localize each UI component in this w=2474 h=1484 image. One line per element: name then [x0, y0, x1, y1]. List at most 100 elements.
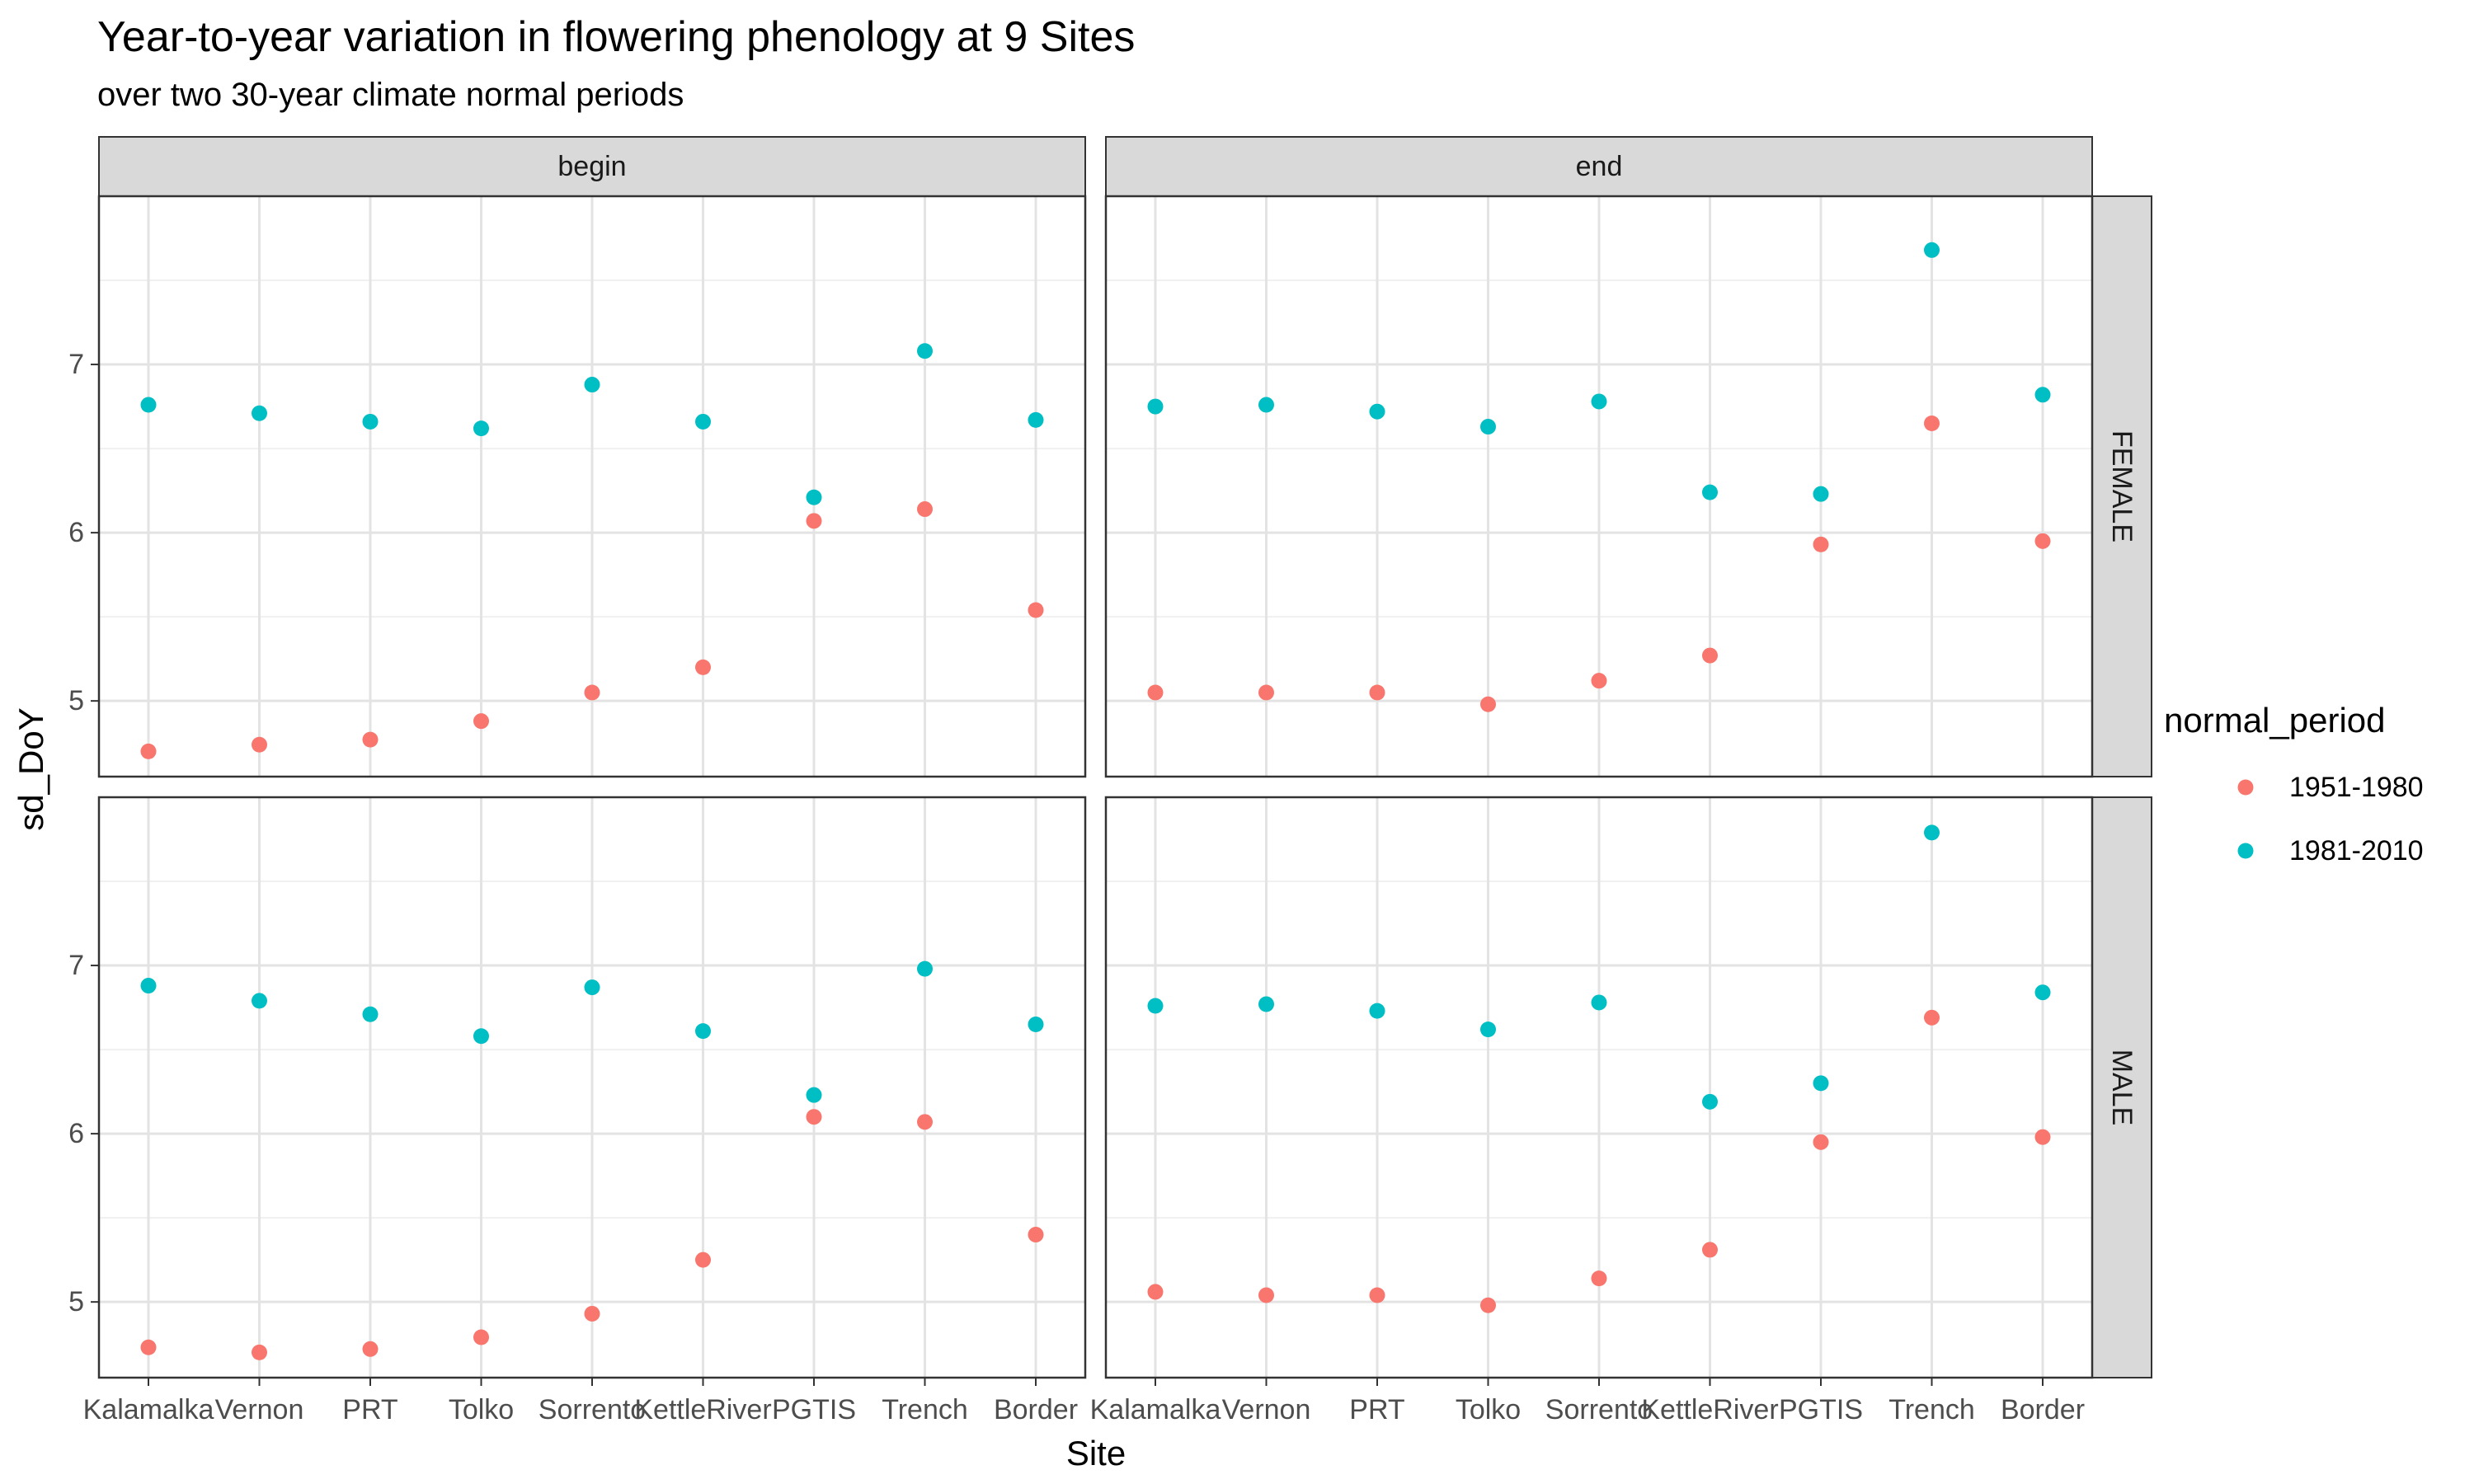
data-point: [806, 1109, 822, 1125]
x-tick-label: KettleRiver: [634, 1394, 771, 1425]
data-point: [584, 377, 600, 393]
data-point: [917, 343, 933, 359]
data-point: [140, 397, 157, 413]
data-point: [1147, 398, 1164, 415]
data-point: [1702, 1242, 1718, 1258]
data-point: [695, 659, 711, 675]
data-point: [695, 1252, 711, 1268]
data-point: [2034, 533, 2051, 549]
data-point: [1258, 397, 1274, 413]
data-point: [252, 736, 267, 753]
data-point: [1258, 1287, 1274, 1303]
strip-row-bg: [2091, 796, 2152, 1378]
data-point: [1924, 824, 1940, 841]
data-point: [1480, 1021, 1496, 1038]
data-point: [917, 960, 933, 977]
data-point: [1591, 673, 1607, 689]
data-point: [2034, 1129, 2051, 1145]
data-point: [695, 413, 711, 430]
data-point: [1591, 1270, 1607, 1287]
y-tick-label: 6: [68, 517, 84, 548]
x-tick-label: Vernon: [215, 1394, 304, 1425]
y-axis-title: sd_DoY: [12, 707, 50, 830]
strip-row-male: MALE: [2091, 796, 2152, 1378]
data-point: [1924, 1009, 1940, 1026]
data-point: [473, 713, 489, 730]
data-point: [917, 501, 933, 518]
data-point: [806, 1087, 822, 1103]
y-tick-label: 7: [68, 349, 84, 380]
data-point: [2034, 984, 2051, 1001]
panel-border: [97, 195, 1087, 778]
data-point: [1369, 403, 1385, 420]
data-point: [1369, 684, 1385, 701]
strip-col-end: end: [1105, 136, 2093, 197]
data-point: [1028, 411, 1044, 428]
data-point: [806, 513, 822, 529]
data-point: [1813, 536, 1829, 552]
data-point: [1147, 998, 1164, 1014]
x-tick-label: PRT: [342, 1394, 397, 1425]
data-point: [1813, 1075, 1829, 1092]
legend-item: 1981-2010: [2237, 835, 2424, 866]
strip-row-label: FEMALE: [2106, 430, 2138, 542]
data-point: [1924, 415, 1940, 431]
data-point: [252, 405, 267, 421]
data-point: [362, 1341, 379, 1357]
strip-col-label: end: [1576, 151, 1623, 182]
x-tick-label: KettleRiver: [1641, 1394, 1778, 1425]
data-point: [1369, 1287, 1385, 1303]
panel-end-male: Kalamalka Vernon PRT Tolko SorrentoKettleRiv…: [1090, 796, 2094, 1425]
x-tick-label: Tolko: [1456, 1394, 1521, 1425]
x-tick-label: Sorrento: [539, 1394, 646, 1425]
x-tick-label: Trench: [882, 1394, 968, 1425]
data-point: [1028, 1016, 1044, 1032]
y-tick-label: 6: [68, 1118, 84, 1149]
y-tick-label: 5: [68, 685, 84, 716]
x-tick-label: Trench: [1888, 1394, 1975, 1425]
panel-border: [1104, 195, 2094, 778]
data-point: [1480, 1297, 1496, 1313]
data-point: [140, 978, 157, 994]
data-point: [2034, 387, 2051, 403]
x-tick-label: Kalamalka: [83, 1394, 214, 1425]
data-point: [1591, 393, 1607, 410]
x-tick-label: Tolko: [449, 1394, 514, 1425]
data-point: [362, 731, 379, 748]
strip-col-label: begin: [557, 151, 626, 182]
data-point: [473, 420, 489, 437]
strip-row-female: FEMALE: [2091, 195, 2152, 777]
panel-end-female: [1104, 195, 2094, 778]
data-point: [1369, 1003, 1385, 1019]
data-point: [1702, 1093, 1718, 1110]
data-point: [252, 993, 267, 1009]
data-point: [1028, 602, 1044, 618]
strip-col-bg: [98, 136, 1086, 197]
data-point: [1813, 1134, 1829, 1150]
y-tick-label: 7: [68, 950, 84, 981]
x-tick-label: PGTIS: [1779, 1394, 1863, 1425]
data-point: [1480, 696, 1496, 712]
strip-row-label: MALE: [2106, 1050, 2138, 1126]
x-tick-label: PGTIS: [772, 1394, 856, 1425]
y-tick-label: 5: [68, 1286, 84, 1317]
data-point: [140, 743, 157, 759]
legend: normal_period 1951-1980 1981-2010: [2164, 701, 2424, 866]
data-point: [473, 1329, 489, 1345]
data-point: [806, 489, 822, 505]
data-point: [362, 1006, 379, 1022]
data-point: [1924, 242, 1940, 258]
x-tick-label: Kalamalka: [1090, 1394, 1221, 1425]
legend-key: [2237, 779, 2254, 796]
data-point: [584, 1305, 600, 1322]
data-point: [584, 684, 600, 701]
data-point: [1702, 484, 1718, 500]
legend-label: 1981-2010: [2289, 835, 2424, 866]
chart-subtitle: over two 30-year climate normal periods: [97, 77, 684, 113]
data-point: [473, 1028, 489, 1045]
strip-col-begin: begin: [98, 136, 1086, 197]
x-tick-label: Border: [2001, 1394, 2085, 1425]
data-point: [1702, 647, 1718, 664]
strip-col-bg: [1105, 136, 2093, 197]
